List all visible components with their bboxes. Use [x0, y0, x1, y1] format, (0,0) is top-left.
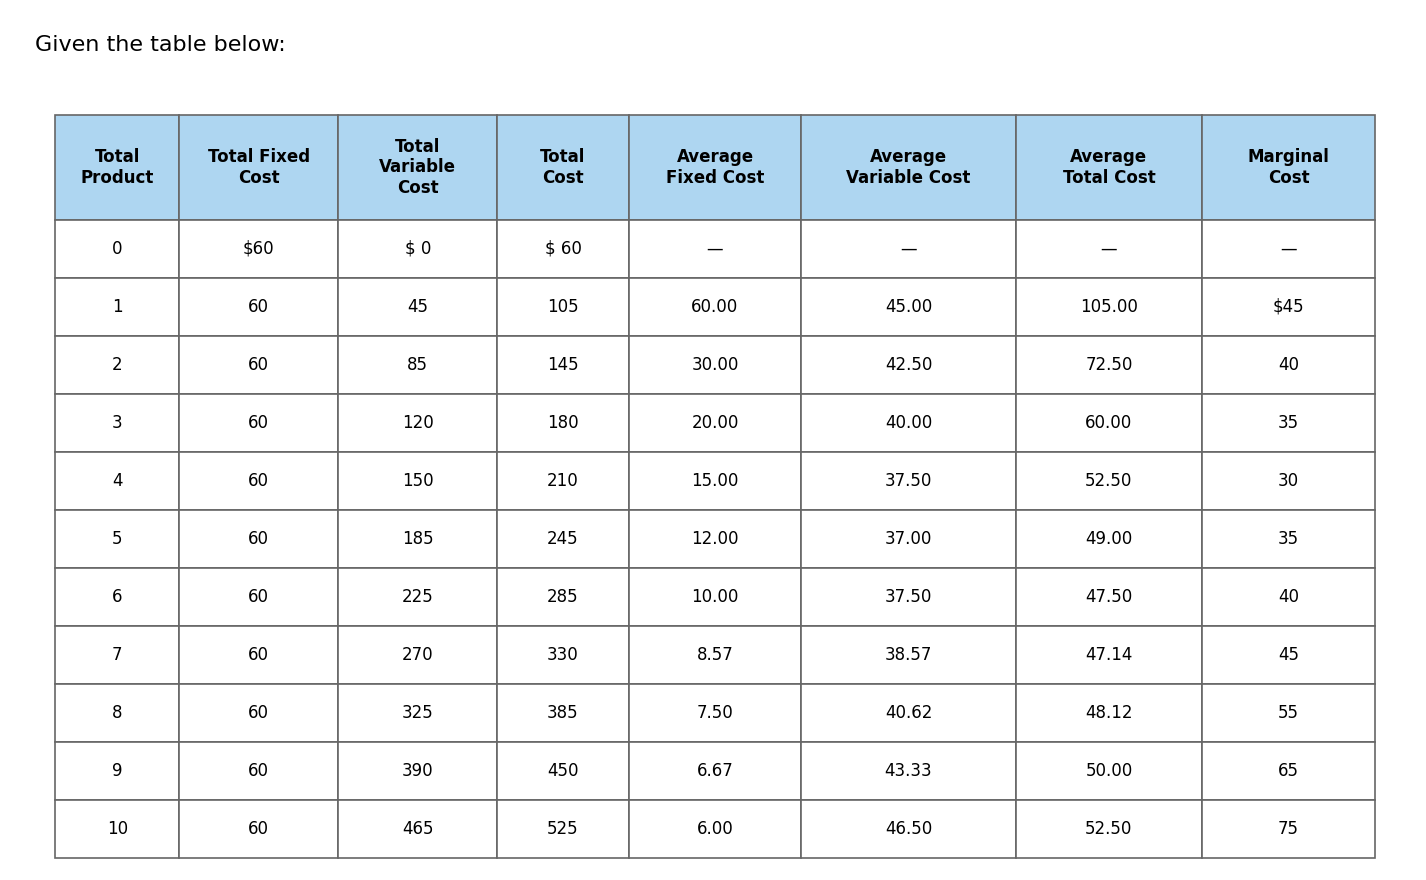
Text: 60.00: 60.00: [1085, 414, 1132, 432]
Text: 225: 225: [402, 588, 434, 606]
Text: 390: 390: [402, 762, 434, 780]
Text: 60: 60: [248, 298, 270, 316]
Text: 60: 60: [248, 530, 270, 548]
Text: 40: 40: [1278, 356, 1299, 374]
Text: 525: 525: [548, 820, 579, 838]
Text: Average
Total Cost: Average Total Cost: [1062, 148, 1155, 187]
Text: 40.00: 40.00: [886, 414, 933, 432]
Text: 60: 60: [248, 356, 270, 374]
Text: 8.57: 8.57: [697, 646, 733, 664]
Text: 45: 45: [408, 298, 428, 316]
Text: 6.67: 6.67: [697, 762, 733, 780]
Text: Total
Variable
Cost: Total Variable Cost: [379, 137, 456, 197]
Text: 49.00: 49.00: [1085, 530, 1132, 548]
Text: 37.00: 37.00: [884, 530, 933, 548]
Text: 6.00: 6.00: [697, 820, 733, 838]
Text: Average
Fixed Cost: Average Fixed Cost: [666, 148, 764, 187]
Text: 105.00: 105.00: [1079, 298, 1138, 316]
Text: —: —: [707, 240, 723, 258]
Text: 270: 270: [402, 646, 434, 664]
Text: 35: 35: [1278, 414, 1299, 432]
Text: 40: 40: [1278, 588, 1299, 606]
Text: 85: 85: [408, 356, 428, 374]
Text: $ 0: $ 0: [405, 240, 431, 258]
Text: 330: 330: [548, 646, 579, 664]
Text: Given the table below:: Given the table below:: [36, 35, 285, 55]
Text: 10.00: 10.00: [692, 588, 739, 606]
Text: 43.33: 43.33: [884, 762, 933, 780]
Text: 0: 0: [113, 240, 123, 258]
Text: 60.00: 60.00: [692, 298, 739, 316]
Text: 120: 120: [402, 414, 434, 432]
Text: 15.00: 15.00: [692, 472, 739, 490]
Text: 20.00: 20.00: [692, 414, 739, 432]
Text: 45: 45: [1278, 646, 1299, 664]
Text: 60: 60: [248, 820, 270, 838]
Text: 450: 450: [548, 762, 579, 780]
Text: 4: 4: [113, 472, 123, 490]
Text: 47.14: 47.14: [1085, 646, 1132, 664]
Text: 30: 30: [1278, 472, 1299, 490]
Text: 42.50: 42.50: [884, 356, 933, 374]
Text: 325: 325: [402, 704, 434, 722]
Text: 105: 105: [548, 298, 579, 316]
Text: 47.50: 47.50: [1085, 588, 1132, 606]
Text: 150: 150: [402, 472, 434, 490]
Text: 7: 7: [113, 646, 123, 664]
Text: 210: 210: [548, 472, 579, 490]
Text: 46.50: 46.50: [886, 820, 933, 838]
Text: 465: 465: [402, 820, 434, 838]
Text: 245: 245: [548, 530, 579, 548]
Text: 60: 60: [248, 588, 270, 606]
Text: 38.57: 38.57: [884, 646, 933, 664]
Text: $60: $60: [242, 240, 275, 258]
Text: —: —: [1101, 240, 1117, 258]
Text: $45: $45: [1273, 298, 1305, 316]
Text: 30.00: 30.00: [692, 356, 739, 374]
Text: 35: 35: [1278, 530, 1299, 548]
Text: 185: 185: [402, 530, 434, 548]
Text: 9: 9: [113, 762, 123, 780]
Text: 180: 180: [548, 414, 579, 432]
Text: Total Fixed
Cost: Total Fixed Cost: [208, 148, 309, 187]
Text: 55: 55: [1278, 704, 1299, 722]
Text: 37.50: 37.50: [884, 588, 933, 606]
Text: 12.00: 12.00: [692, 530, 739, 548]
Text: 60: 60: [248, 646, 270, 664]
Text: Marginal
Cost: Marginal Cost: [1248, 148, 1329, 187]
Text: Total
Cost: Total Cost: [540, 148, 586, 187]
Text: 65: 65: [1278, 762, 1299, 780]
Text: 3: 3: [111, 414, 123, 432]
Text: 8: 8: [113, 704, 123, 722]
Text: 52.50: 52.50: [1085, 472, 1132, 490]
Text: 6: 6: [113, 588, 123, 606]
Text: 72.50: 72.50: [1085, 356, 1132, 374]
Text: 385: 385: [548, 704, 579, 722]
Text: Total
Product: Total Product: [80, 148, 154, 187]
Text: 60: 60: [248, 414, 270, 432]
Text: 50.00: 50.00: [1085, 762, 1132, 780]
Text: 40.62: 40.62: [884, 704, 933, 722]
Text: 2: 2: [111, 356, 123, 374]
Text: 285: 285: [548, 588, 579, 606]
Text: 60: 60: [248, 704, 270, 722]
Text: 45.00: 45.00: [886, 298, 933, 316]
Text: 52.50: 52.50: [1085, 820, 1132, 838]
Text: 37.50: 37.50: [884, 472, 933, 490]
Text: 5: 5: [113, 530, 123, 548]
Text: 7.50: 7.50: [697, 704, 733, 722]
Text: 48.12: 48.12: [1085, 704, 1132, 722]
Text: 60: 60: [248, 762, 270, 780]
Text: Average
Variable Cost: Average Variable Cost: [846, 148, 971, 187]
Text: —: —: [1281, 240, 1296, 258]
Text: 145: 145: [548, 356, 579, 374]
Text: 60: 60: [248, 472, 270, 490]
Text: 75: 75: [1278, 820, 1299, 838]
Text: —: —: [900, 240, 917, 258]
Text: 1: 1: [111, 298, 123, 316]
Text: 10: 10: [107, 820, 128, 838]
Text: $ 60: $ 60: [545, 240, 582, 258]
